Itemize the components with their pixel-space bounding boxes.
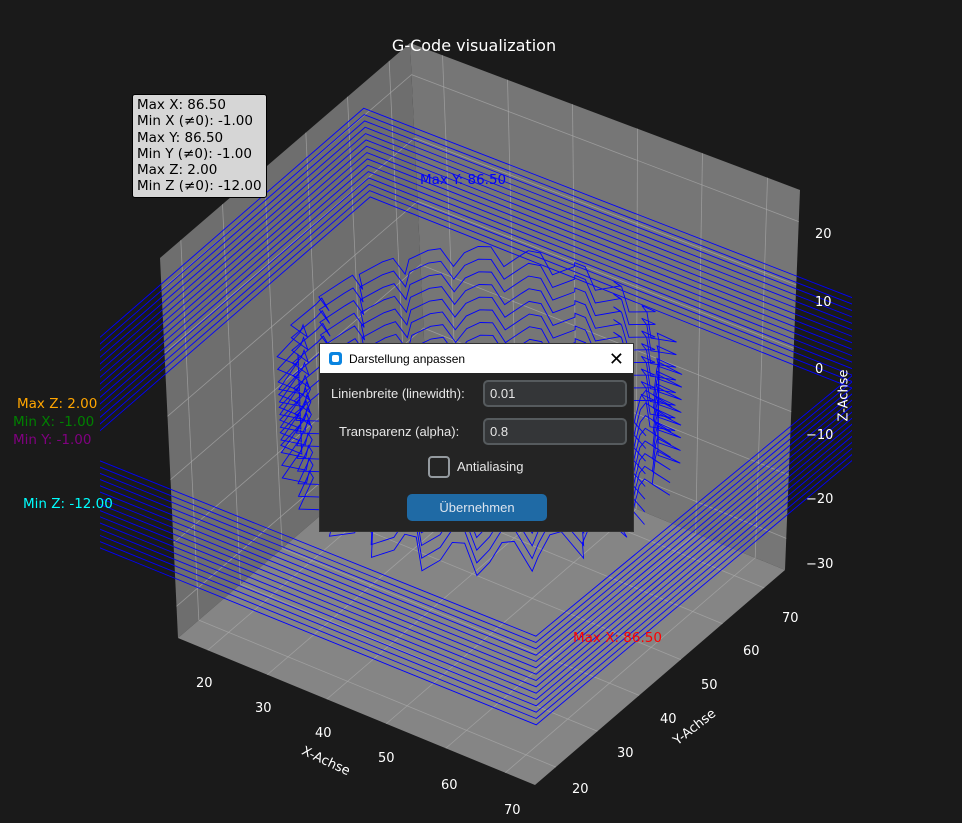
- toolpath-layer: [100, 152, 852, 682]
- y-gridline: [180, 240, 200, 621]
- app-icon: [329, 352, 342, 365]
- x-gridline: [504, 557, 756, 774]
- y-tick: 30: [617, 746, 634, 761]
- stat-line: Max Y: 86.50: [137, 129, 224, 146]
- linewidth-label: Linienbreite (linewidth):: [331, 386, 465, 401]
- x-gridline: [754, 177, 768, 558]
- z-tick: 0: [815, 362, 824, 377]
- max-x-annotation: Max X: 86.50: [573, 630, 662, 646]
- linewidth-input[interactable]: [483, 380, 627, 407]
- z-tick: −30: [806, 557, 834, 572]
- toolpath-layer: [100, 126, 852, 656]
- y-gridline: [222, 204, 241, 585]
- y-gridline: [240, 583, 598, 732]
- z-gridline: [414, 137, 797, 286]
- toolpath-layer: [100, 107, 852, 637]
- x-gridline: [385, 508, 637, 725]
- alpha-label: Transparenz (alpha):: [339, 424, 460, 439]
- toolpath-layer: [100, 139, 852, 669]
- y-gridline: [198, 619, 556, 768]
- x-gridline: [445, 532, 697, 749]
- toolpath-layer: [100, 133, 852, 663]
- max-y-annotation: Max Y: 86.50: [420, 172, 507, 188]
- z-tick: −20: [806, 492, 834, 507]
- x-tick: 30: [255, 701, 272, 716]
- stat-line: Max X: 86.50: [137, 97, 226, 113]
- max-z-annotation: Max Z: 2.00: [17, 396, 98, 412]
- y-tick: 20: [572, 782, 589, 797]
- z-gridline: [417, 200, 794, 349]
- dialog-title: Darstellung anpassen: [349, 351, 466, 366]
- x-gridline: [635, 128, 638, 509]
- z-tick: −10: [806, 428, 834, 443]
- x-tick: 70: [504, 803, 521, 818]
- z-gridline: [167, 201, 418, 417]
- min-z-annotation: Min Z: -12.00: [23, 496, 113, 512]
- toolpath-layer: [100, 114, 852, 644]
- antialiasing-checkbox[interactable]: [428, 456, 450, 478]
- stat-line: Max Z: 2.00: [137, 162, 218, 179]
- x-tick: 50: [378, 751, 395, 766]
- stat-line: Min Y (≠0): -1.00: [137, 145, 252, 162]
- dialog-titlebar[interactable]: Darstellung anpassen ✕: [320, 344, 633, 373]
- toolpath-layer: [100, 190, 852, 720]
- toolpath-layer: [100, 145, 852, 675]
- close-icon[interactable]: ✕: [608, 348, 624, 369]
- stat-line: Min Z (≠0): -12.00: [137, 178, 262, 195]
- min-x-annotation: Min X: -1.00: [13, 414, 95, 430]
- stats-box: Max X: 86.50 Min X (≠0): -1.00 Max Y: 86…: [132, 94, 267, 198]
- toolpath-layer: [100, 183, 852, 713]
- toolpath-layer: [100, 158, 852, 688]
- y-gridline: [282, 548, 640, 696]
- toolpath-layer: [100, 164, 852, 694]
- y-tick: 60: [743, 644, 760, 659]
- y-tick: 50: [701, 678, 718, 693]
- antialiasing-label[interactable]: Antialiasing: [457, 459, 524, 474]
- toolpath-layer: [100, 120, 852, 650]
- stat-line: Min X (≠0): -1.00: [137, 113, 253, 130]
- z-gridline: [170, 264, 421, 480]
- x-tick: 60: [441, 778, 458, 793]
- y-tick: 70: [782, 611, 799, 626]
- alpha-input[interactable]: [483, 418, 627, 445]
- z-tick: 20: [815, 227, 832, 242]
- min-y-annotation: Min Y: -1.00: [13, 432, 92, 448]
- y-tick: 40: [660, 712, 677, 727]
- z-tick: 10: [815, 295, 832, 310]
- apply-button[interactable]: Übernehmen: [407, 494, 547, 521]
- x-gridline: [695, 153, 703, 534]
- toolpath-layer: [100, 196, 852, 726]
- z-axis-label: Z-Achse: [836, 369, 852, 422]
- y-gridline: [263, 168, 283, 549]
- z-gridline: [411, 74, 799, 223]
- z-gridline: [420, 264, 792, 413]
- x-tick: 20: [196, 676, 213, 691]
- settings-dialog: Darstellung anpassen ✕ Linienbreite (lin…: [320, 344, 633, 531]
- toolpath-layer: [100, 177, 852, 707]
- plot-title: G-Code visualization: [391, 36, 557, 55]
- toolpath-layer: [100, 171, 852, 701]
- x-tick: 40: [315, 726, 332, 741]
